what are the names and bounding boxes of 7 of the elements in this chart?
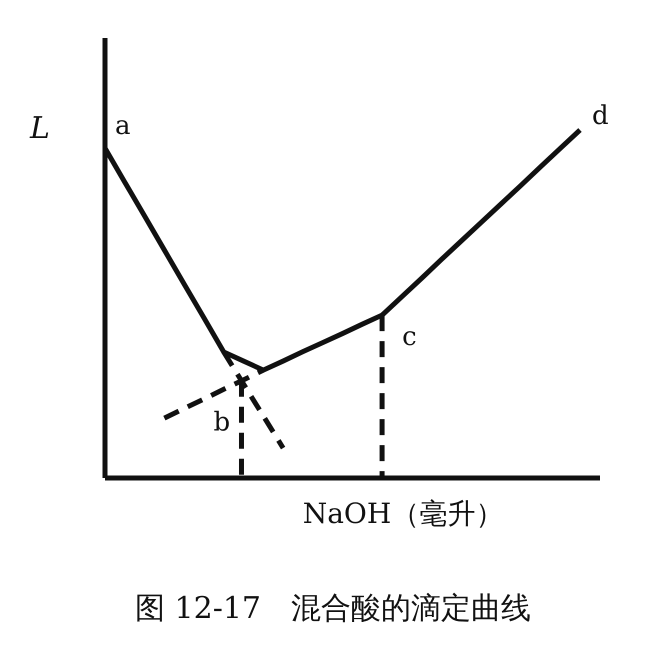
- annotation: b: [213, 408, 230, 438]
- text: 图 12-17 混合酸的滴定曲线: [134, 591, 532, 626]
- annotation: a: [115, 111, 131, 142]
- annotation: c: [402, 322, 417, 352]
- x-axis-title: NaOH（毫升）: [302, 497, 504, 530]
- y-axis-title: L: [29, 111, 50, 146]
- annotation: d: [592, 101, 609, 131]
